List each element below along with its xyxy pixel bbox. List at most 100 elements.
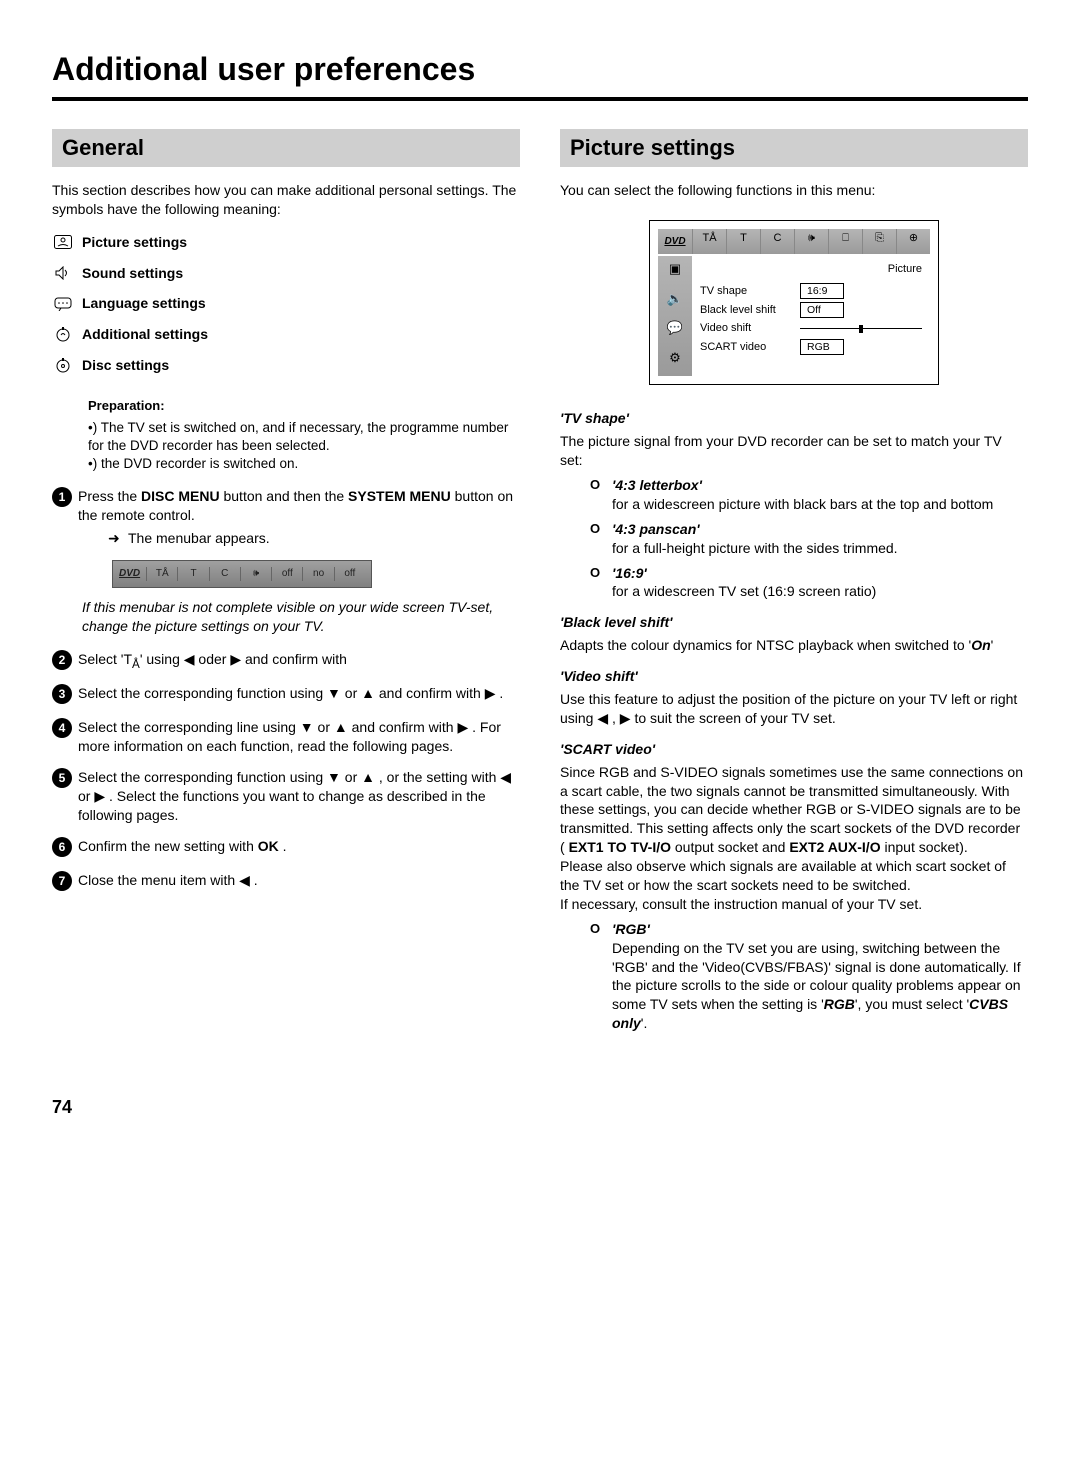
- osd-top-icon: T: [726, 229, 760, 255]
- osd-top-icon: 🕪: [794, 229, 828, 255]
- step-body: Confirm the new setting with OK .: [78, 837, 520, 859]
- step-body: Select the corresponding function using …: [78, 684, 520, 706]
- general-header: General: [52, 129, 520, 167]
- text: Press the: [78, 488, 141, 504]
- button-ref: OK: [258, 838, 279, 854]
- setting-disc: Disc settings: [52, 356, 520, 375]
- two-column-layout: General This section describes how you c…: [52, 129, 1028, 1035]
- emphasis: RGB: [824, 996, 855, 1012]
- option-label: '16:9': [612, 565, 647, 581]
- setting-label: Disc settings: [82, 356, 169, 375]
- osd-row-label: Video shift: [700, 321, 800, 336]
- tvshape-heading: 'TV shape': [560, 409, 1028, 428]
- osd-row-value: Off: [800, 302, 844, 318]
- step-body: Press the DISC MENU button and then the …: [78, 487, 520, 548]
- osd-panel-title: Picture: [700, 262, 922, 277]
- osd-sidebar: ▣ 🔈 💬 ⚙: [658, 256, 692, 376]
- tvshape-intro: The picture signal from your DVD recorde…: [560, 432, 1028, 470]
- osd-content: Picture TV shape 16:9 Black level shift …: [692, 256, 930, 376]
- option-169: O '16:9' for a widescreen TV set (16:9 s…: [590, 564, 1028, 602]
- general-intro: This section describes how you can make …: [52, 181, 520, 219]
- osd-row: Black level shift Off: [700, 302, 922, 318]
- step-number-icon: 1: [52, 487, 72, 507]
- osd-slider: [800, 325, 922, 333]
- settings-list: Picture settings Sound settings Language…: [52, 233, 520, 375]
- vshift-heading: 'Video shift': [560, 667, 1028, 686]
- sound-icon: [52, 266, 74, 280]
- step-number-icon: 4: [52, 718, 72, 738]
- language-icon: [52, 297, 74, 311]
- bullet-icon: O: [590, 920, 612, 1033]
- step-3: 3 Select the corresponding function usin…: [52, 684, 520, 706]
- scart-p2: Please also observe which signals are av…: [560, 857, 1028, 895]
- option-rgb: O 'RGB' Depending on the TV set you are …: [590, 920, 1028, 1033]
- option-label: '4:3 panscan': [612, 521, 700, 537]
- step-number-icon: 3: [52, 684, 72, 704]
- title-rule: [52, 97, 1028, 101]
- text: .: [279, 838, 287, 854]
- preparation-box: Preparation: •) The TV set is switched o…: [88, 397, 520, 473]
- page-number: 74: [52, 1095, 1028, 1119]
- text: ': [991, 637, 994, 653]
- button-ref: SYSTEM MENU: [348, 488, 451, 504]
- bls-text: Adapts the colour dynamics for NTSC play…: [560, 636, 1028, 655]
- setting-sound: Sound settings: [52, 264, 520, 283]
- option-panscan: O '4:3 panscan' for a full-height pictur…: [590, 520, 1028, 558]
- step-4: 4 Select the corresponding line using ▼ …: [52, 718, 520, 756]
- bullet-icon: O: [590, 520, 612, 558]
- bls-heading: 'Black level shift': [560, 613, 1028, 632]
- menubar-cell: 🕪: [240, 567, 271, 581]
- bullet-icon: O: [590, 564, 612, 602]
- option-desc: Depending on the TV set you are using, s…: [612, 940, 1021, 1032]
- emphasis: On: [971, 637, 990, 653]
- menubar-graphic: DVD TÅ T C 🕪 off no off: [112, 560, 372, 588]
- setting-additional: Additional settings: [52, 325, 520, 344]
- osd-top-icon: ⎘: [862, 229, 896, 255]
- setting-language: Language settings: [52, 294, 520, 313]
- menubar-cell: TÅ: [146, 567, 177, 581]
- step-6: 6 Confirm the new setting with OK .: [52, 837, 520, 859]
- menubar-cell: off: [334, 567, 365, 581]
- picture-intro: You can select the following functions i…: [560, 181, 1028, 200]
- step-number-icon: 5: [52, 768, 72, 788]
- option-desc: for a full-height picture with the sides…: [612, 540, 898, 556]
- menubar-cell: no: [302, 567, 333, 581]
- step-5: 5 Select the corresponding function usin…: [52, 768, 520, 825]
- osd-row-value: RGB: [800, 339, 844, 355]
- setting-label: Sound settings: [82, 264, 183, 283]
- prep-line: •) the DVD recorder is switched on.: [88, 455, 520, 473]
- page-title: Additional user preferences: [52, 48, 1028, 91]
- osd-dvd-label: DVD: [658, 229, 692, 255]
- step-2: 2 Select 'TÅ' using ◀ oder ▶ and confirm…: [52, 650, 520, 673]
- menubar-cell: C: [209, 567, 240, 581]
- text: ' using ◀ oder ▶ and confirm with: [140, 651, 347, 667]
- scart-heading: 'SCART video': [560, 740, 1028, 759]
- text: ', you must select ': [855, 996, 969, 1012]
- step-body: Select the corresponding line using ▼ or…: [78, 718, 520, 756]
- step-7: 7 Close the menu item with ◀ .: [52, 871, 520, 893]
- text: input socket).: [881, 839, 968, 855]
- socket-ref: EXT2 AUX-I/O: [789, 839, 880, 855]
- scart-p1: Since RGB and S-VIDEO signals sometimes …: [560, 763, 1028, 857]
- osd-row: TV shape 16:9: [700, 283, 922, 299]
- socket-ref: EXT1 TO TV-I/O: [569, 839, 671, 855]
- osd-top-icon: ⎕: [828, 229, 862, 255]
- text: output socket and: [671, 839, 789, 855]
- osd-top-icon: TÅ: [692, 229, 726, 255]
- menubar-dvd-label: DVD: [119, 567, 140, 581]
- osd-screenshot: DVD TÅ T C 🕪 ⎕ ⎘ ⊕ ▣ 🔈 💬 ⚙: [649, 220, 939, 386]
- scart-p3: If necessary, consult the instruction ma…: [560, 895, 1028, 914]
- option-label: 'RGB': [612, 921, 650, 937]
- step-body: Select 'TÅ' using ◀ oder ▶ and confirm w…: [78, 650, 520, 673]
- text: The menubar appears.: [128, 530, 270, 546]
- option-desc: for a widescreen picture with black bars…: [612, 496, 993, 512]
- osd-row: Video shift: [700, 321, 922, 336]
- step-body: Select the corresponding function using …: [78, 768, 520, 825]
- option-desc: for a widescreen TV set (16:9 screen rat…: [612, 583, 876, 599]
- text: Adapts the colour dynamics for NTSC play…: [560, 637, 971, 653]
- step-number-icon: 7: [52, 871, 72, 891]
- arrow-icon: ➜: [108, 529, 128, 548]
- osd-main: ▣ 🔈 💬 ⚙ Picture TV shape 16:9 Black leve…: [658, 256, 930, 376]
- step-number-icon: 6: [52, 837, 72, 857]
- osd-row: SCART video RGB: [700, 339, 922, 355]
